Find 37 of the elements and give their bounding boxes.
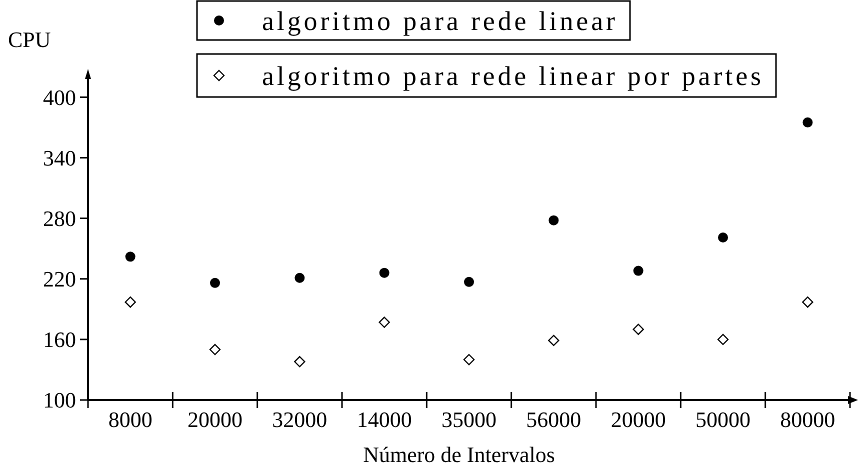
point	[717, 334, 729, 346]
point	[633, 266, 644, 276]
point	[209, 344, 221, 356]
y-tick-label: 280	[43, 206, 76, 232]
x-tick-label: 20000	[188, 407, 242, 432]
point	[294, 356, 306, 368]
point	[802, 117, 813, 128]
point	[802, 296, 814, 308]
y-tick-label: 400	[43, 84, 76, 110]
y-axis-title: CPU	[8, 27, 51, 52]
point	[294, 272, 305, 283]
y-tick-label: 160	[43, 327, 76, 352]
point	[464, 276, 474, 287]
y-tick-label: 100	[43, 388, 76, 413]
y-tick-label: 220	[43, 266, 76, 292]
x-tick-label: 32000	[272, 407, 328, 432]
point	[378, 316, 390, 328]
x-tick-label: 20000	[610, 407, 666, 432]
legend-label: algoritmo para rede linear	[262, 6, 615, 36]
x-tick-label: 56000	[526, 407, 582, 432]
legend-label: algoritmo para rede linear por partes	[262, 60, 761, 91]
point	[124, 296, 136, 308]
x-tick-label: 8000	[108, 407, 152, 432]
point	[632, 324, 644, 335]
point	[210, 278, 220, 288]
x-tick-label: 50000	[696, 407, 750, 432]
point	[548, 215, 559, 226]
x-tick-label: 14000	[356, 407, 412, 432]
point	[718, 232, 728, 242]
point	[125, 252, 136, 262]
y-tick-label: 340	[43, 145, 76, 170]
x-tick-label: 35000	[442, 407, 496, 432]
point	[548, 334, 560, 346]
point	[463, 354, 475, 366]
point	[379, 268, 390, 278]
x-tick-label: 80000	[780, 407, 836, 432]
x-axis-title: Número de Intervalos	[363, 442, 555, 467]
